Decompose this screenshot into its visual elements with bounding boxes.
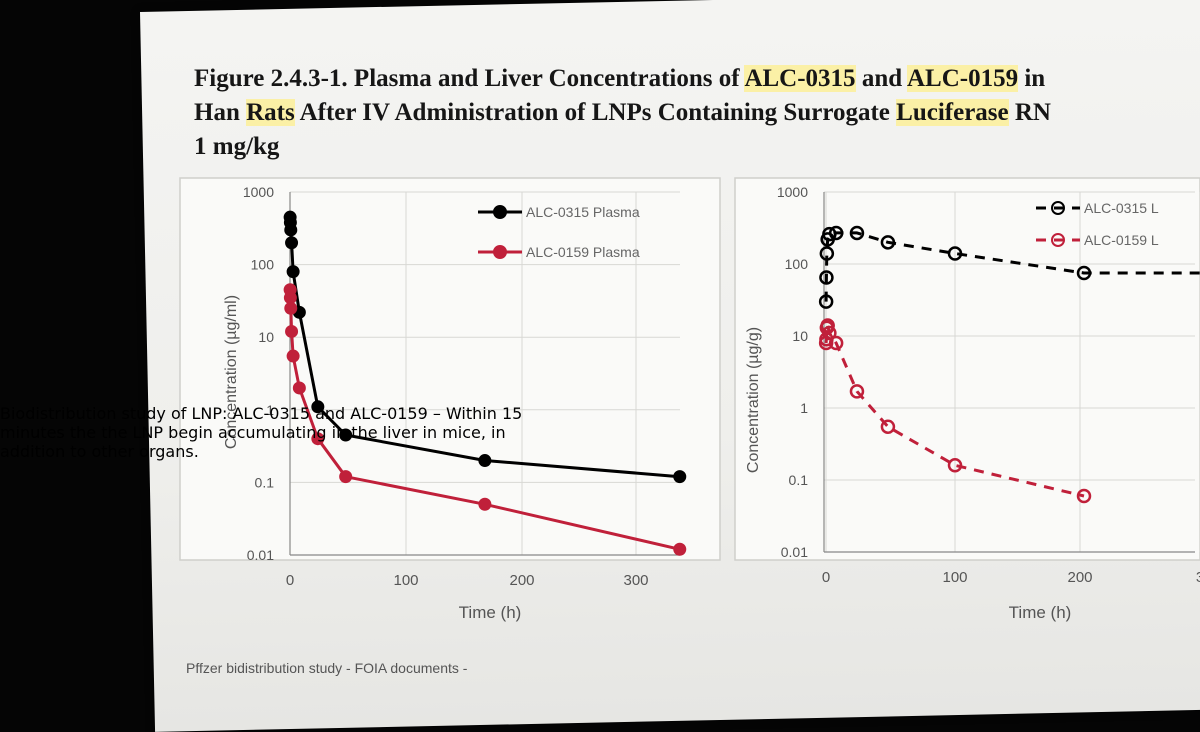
y-tick-label: 1 (800, 400, 808, 416)
y-axis-label: Concentration (µg/g) (745, 327, 762, 473)
x-tick-label: 0 (822, 569, 830, 586)
y-tick-label: 0.1 (255, 474, 275, 490)
legend-label: ALC-0315 L (1084, 200, 1159, 216)
data-point (674, 471, 686, 483)
data-point (293, 382, 305, 394)
data-point (479, 498, 491, 510)
x-tick-label: 100 (942, 569, 967, 586)
data-point (287, 350, 299, 362)
y-tick-label: 100 (785, 256, 809, 272)
data-point (286, 237, 298, 249)
overlay-line-4: accumulating in the liver in (218, 423, 437, 442)
y-tick-label: 1000 (777, 184, 808, 200)
y-tick-label: 10 (792, 328, 808, 344)
y-tick-label: 0.01 (247, 547, 274, 563)
legend-label: ALC-0159 L (1084, 232, 1159, 248)
x-axis-label: Time (h) (459, 603, 522, 622)
x-tick-label: 200 (509, 572, 534, 589)
legend-label: ALC-0315 Plasma (526, 204, 640, 220)
y-tick-label: 0.1 (789, 472, 809, 488)
overlay-line-1: Biodistribution study of LNP: (0, 404, 227, 423)
data-point (285, 302, 297, 314)
data-point (340, 471, 352, 483)
y-tick-label: 10 (258, 329, 274, 345)
x-axis-label: Time (h) (1009, 603, 1072, 622)
data-point (287, 266, 299, 278)
x-tick-label: 300 (623, 572, 648, 589)
chart-frame (180, 178, 720, 560)
y-tick-label: 0.01 (781, 544, 808, 560)
overlay-line-6: organs. (139, 442, 199, 461)
source-caption: Pffzer bidistribution study - FOIA docum… (186, 660, 467, 676)
overlay-line-2: ALC-0315 and ALC-0159 – Within (232, 404, 496, 423)
y-tick-label: 100 (251, 257, 275, 273)
liver-chart: 1000 100 10 1 0.1 0.01 0 100 200 3 Time (h) Concent… (735, 178, 1200, 622)
data-point (674, 543, 686, 555)
legend-label: ALC-0159 Plasma (526, 244, 640, 260)
x-tick-label: 0 (286, 572, 294, 589)
legend-marker (494, 206, 506, 218)
data-point (286, 325, 298, 337)
x-tick-label: 100 (393, 572, 418, 589)
data-point (285, 224, 297, 236)
y-tick-label: 1000 (243, 184, 274, 200)
legend-marker (494, 246, 506, 258)
x-tick-label: 200 (1067, 569, 1092, 586)
x-tick-label: 3 (1196, 569, 1200, 586)
yellow-caption-overlay: Biodistribution study of LNP: ALC-0315 a… (0, 404, 560, 461)
